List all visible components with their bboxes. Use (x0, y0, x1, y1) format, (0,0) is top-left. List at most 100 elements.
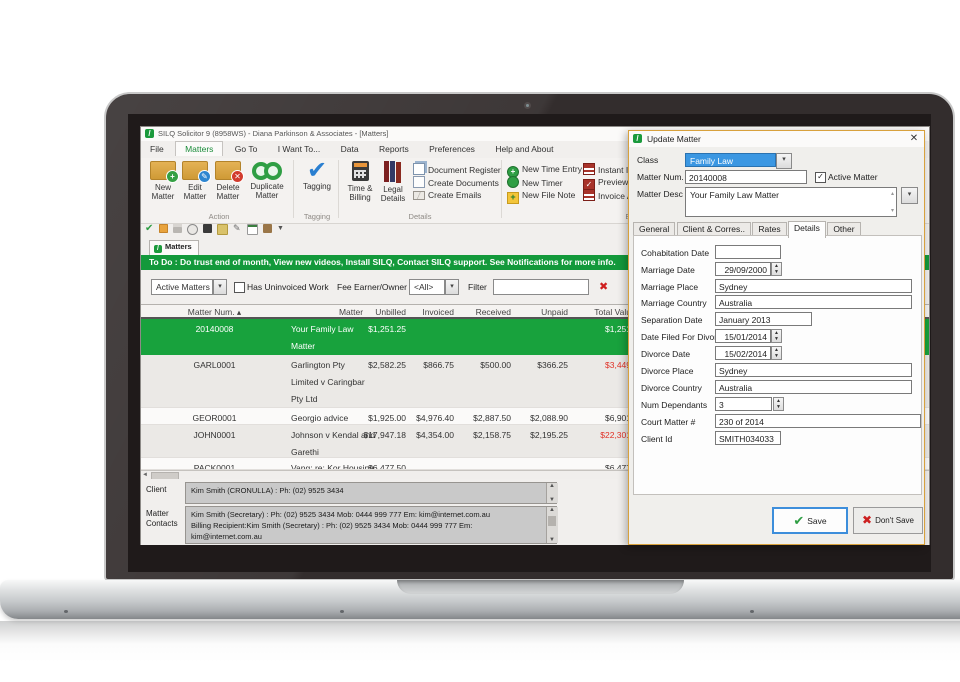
confirm-icon[interactable]: ✔ (145, 223, 154, 234)
laptop-screw (64, 610, 68, 613)
create-emails-button[interactable]: Create Emails (413, 189, 501, 202)
header-received[interactable]: Received (475, 307, 511, 317)
tab-other[interactable]: Other (827, 222, 861, 238)
contacts-scrollbar-thumb[interactable] (548, 516, 556, 526)
separation-date-input[interactable]: January 2013 (715, 312, 812, 326)
matter-desc-textarea[interactable]: Your Family Law Matter ▴ ▾ (685, 187, 897, 217)
filter-label: Filter (468, 282, 487, 292)
new-matter-button[interactable]: + New Matter (149, 161, 179, 201)
grid-icon[interactable] (159, 224, 168, 233)
folder-icon[interactable] (217, 224, 228, 235)
cohabitation-date-input[interactable] (715, 245, 781, 259)
menu-file[interactable]: File (150, 144, 164, 154)
date-filed-spinner[interactable]: ▲ ▼ (771, 329, 782, 343)
menu-reports[interactable]: Reports (378, 144, 409, 154)
tagging-button[interactable]: ✔ Tagging (302, 157, 332, 191)
delete-matter-button[interactable]: ✕ Delete Matter (213, 161, 244, 201)
clear-filter-icon[interactable]: ✖ (599, 281, 609, 293)
header-total-value[interactable]: Total Valu (594, 307, 631, 317)
instant-invoice-button[interactable]: Instant Invoice (583, 163, 658, 176)
view-select[interactable]: Active Matters (151, 279, 213, 295)
calendar-icon[interactable] (247, 224, 258, 235)
divorce-country-input[interactable]: Australia (715, 380, 912, 394)
new-time-entry-button[interactable]: + New Time Entry (507, 163, 582, 178)
instant-invoice-icon (583, 163, 595, 175)
marriage-date-input[interactable]: 29/09/2000 (715, 262, 771, 276)
dropdown-caret-icon[interactable]: ▼ (277, 225, 284, 232)
fee-earner-select[interactable]: <All> (409, 279, 445, 295)
dont-save-button[interactable]: ✖ Don't Save (853, 507, 923, 534)
divorce-place-input[interactable]: Sydney (715, 363, 912, 377)
menu-matters[interactable]: Matters (175, 141, 224, 156)
num-dependants-input[interactable]: 3 (715, 397, 772, 411)
header-unbilled[interactable]: Unbilled (375, 307, 406, 317)
tab-matters[interactable]: / Matters (149, 240, 199, 255)
court-matter-label: Court Matter # (641, 417, 696, 427)
duplicate-matter-icon (252, 161, 282, 180)
class-select[interactable]: Family Law (685, 153, 776, 167)
legal-details-button[interactable]: Legal Details (378, 161, 408, 203)
client-scrollbar[interactable]: ▲ ▼ (546, 483, 558, 503)
delete-matter-icon: ✕ (215, 161, 244, 183)
contacts-scrollbar[interactable]: ▲ ▼ (546, 507, 558, 543)
group-label-action: Action (208, 212, 230, 221)
header-invoiced[interactable]: Invoiced (422, 307, 454, 317)
document-register-button[interactable]: Document Register (413, 163, 501, 176)
filter-input[interactable] (493, 279, 589, 295)
pencil-icon[interactable]: ✎ (233, 223, 241, 233)
duplicate-matter-button[interactable]: Duplicate Matter (245, 161, 289, 200)
new-timer-icon (507, 176, 519, 188)
header-matter[interactable]: Matter (338, 307, 364, 317)
desc-scroll-down-icon[interactable]: ▾ (890, 208, 894, 214)
divorce-date-spinner[interactable]: ▲ ▼ (771, 346, 782, 360)
matter-contacts-box[interactable]: Kim Smith (Secretary) : Ph: (02) 9525 34… (185, 506, 557, 544)
edit-matter-button[interactable]: ✎ Edit Matter (181, 161, 211, 201)
cohabitation-date-label: Cohabitation Date (641, 248, 710, 258)
time-and-billing-icon (351, 161, 369, 181)
create-documents-button[interactable]: Create Documents (413, 176, 501, 189)
invoice-all-wip-button[interactable]: Invoice All WIP (583, 189, 658, 202)
printer-icon[interactable] (173, 224, 182, 233)
laptop-camera (524, 102, 531, 109)
cabinet-icon[interactable] (263, 224, 272, 233)
laptop-screw (340, 610, 344, 613)
save-button[interactable]: ✔ Save (772, 507, 848, 534)
matter-desc-caret-icon[interactable]: ▾ (901, 187, 918, 204)
divorce-country-label: Divorce Country (641, 383, 702, 393)
menu-i-want-to[interactable]: I Want To... (277, 144, 321, 154)
marriage-date-spinner[interactable]: ▲ ▼ (771, 262, 782, 276)
time-and-billing-button[interactable]: Time & Billing (344, 161, 376, 202)
calculator-icon[interactable] (203, 224, 212, 233)
has-uninvoiced-work-checkbox[interactable] (234, 282, 245, 293)
timer-icon[interactable] (187, 224, 198, 235)
fee-earner-caret-icon[interactable]: ▾ (445, 279, 459, 295)
client-id-input[interactable]: SMITH034033 (715, 431, 781, 445)
preview-invoice-button[interactable]: ✓Preview Invoice (583, 176, 658, 191)
scroll-left-icon[interactable]: ◄ (142, 472, 148, 478)
marriage-country-input[interactable]: Australia (715, 295, 912, 309)
header-unpaid[interactable]: Unpaid (541, 307, 568, 317)
dialog-close-icon[interactable]: ✕ (909, 133, 919, 144)
menu-help-and-about[interactable]: Help and About (495, 144, 554, 154)
marriage-place-input[interactable]: Sydney (715, 279, 912, 293)
new-file-note-button[interactable]: + New File Note (507, 189, 582, 204)
active-matter-checkbox[interactable]: ✓ (815, 172, 826, 183)
dont-save-cross-icon: ✖ (862, 513, 873, 527)
header-matter-num[interactable]: Matter Num. ▴ (187, 307, 242, 317)
menu-preferences[interactable]: Preferences (429, 144, 475, 154)
tab-details[interactable]: Details (787, 221, 826, 238)
client-box[interactable]: Kim Smith (CRONULLA) : Ph: (02) 9525 343… (185, 482, 557, 504)
new-timer-button[interactable]: New Timer (507, 176, 582, 189)
num-dependants-spinner[interactable]: ▲ ▼ (773, 397, 784, 411)
menu-go-to[interactable]: Go To (234, 144, 258, 154)
view-select-caret-icon[interactable]: ▾ (213, 279, 227, 295)
window-title: SILQ Solicitor 9 (8958WS) - Diana Parkin… (158, 129, 389, 138)
divorce-date-input[interactable]: 15/02/2014 (715, 346, 771, 360)
class-select-caret-icon[interactable]: ▾ (776, 153, 792, 169)
new-file-note-icon: + (507, 192, 519, 204)
date-filed-for-divorce-input[interactable]: 15/01/2014 (715, 329, 771, 343)
court-matter-input[interactable]: 230 of 2014 (715, 414, 921, 428)
menu-data[interactable]: Data (340, 144, 359, 154)
matter-num-input[interactable]: 20140008 (685, 170, 807, 184)
desc-scroll-up-icon[interactable]: ▴ (890, 191, 894, 197)
